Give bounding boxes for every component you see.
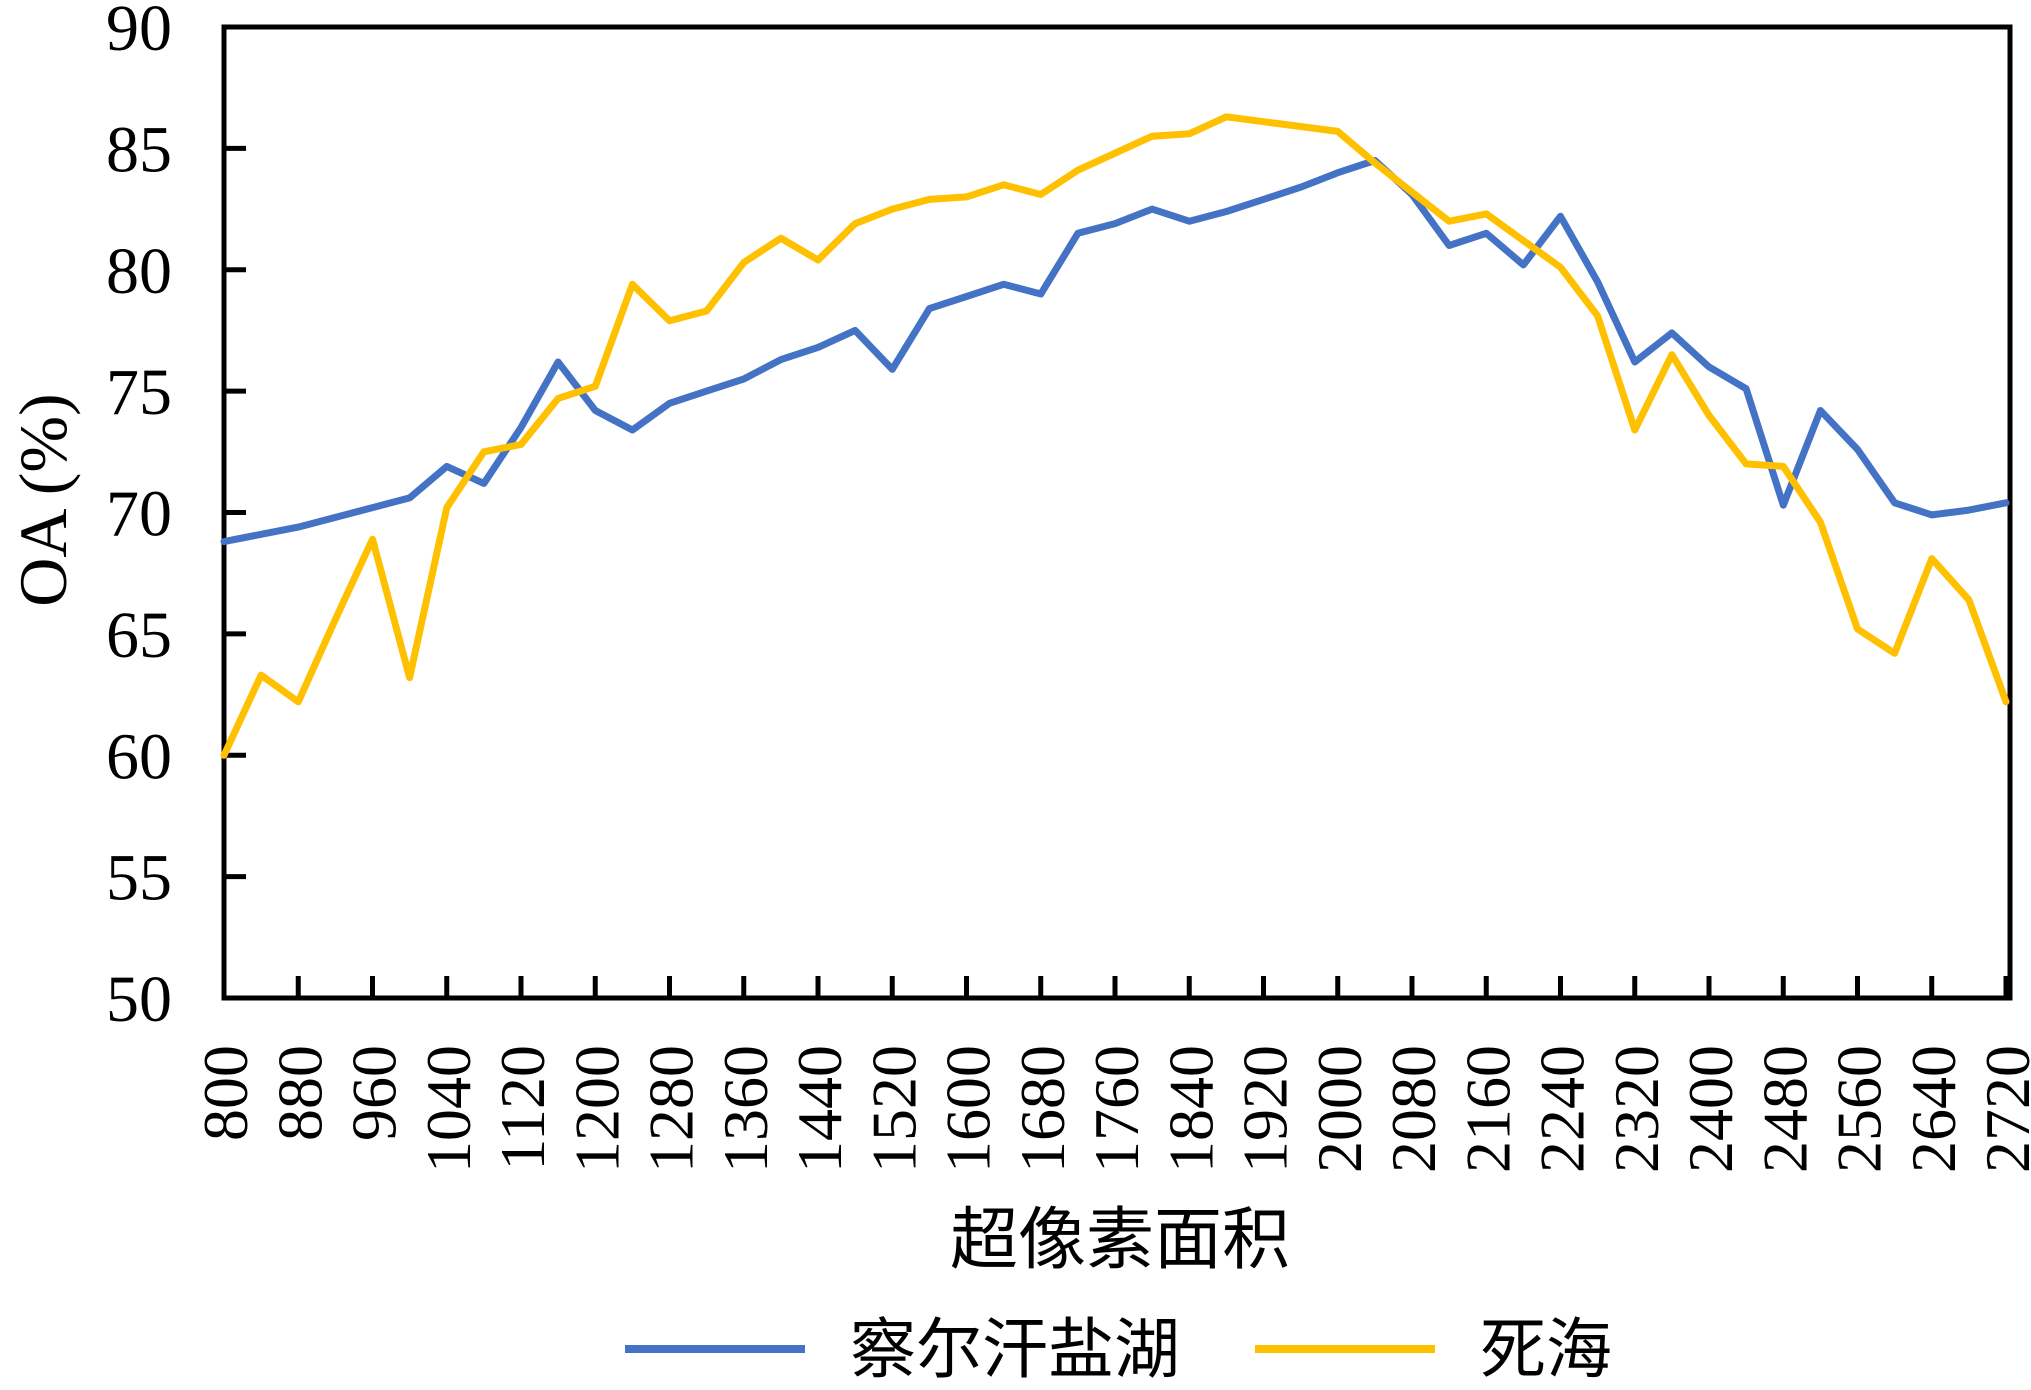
plot-border (221, 24, 2013, 1001)
legend: 察尔汗盐湖 死海 (625, 1314, 1612, 1387)
y-tick-label: 80 (106, 235, 172, 308)
y-tick-label: 85 (106, 113, 172, 186)
legend-label-qarhan: 察尔汗盐湖 (850, 1314, 1180, 1387)
x-tick-label: 2480 (1749, 1045, 1820, 1173)
x-tick-label: 1120 (487, 1045, 558, 1171)
y-tick-label: 65 (106, 599, 172, 672)
x-tick-label: 1200 (561, 1045, 632, 1173)
legend-item-dead-sea: 死海 (1255, 1314, 1612, 1387)
x-tick-label: 960 (339, 1045, 410, 1141)
x-tick-label: 1360 (710, 1045, 781, 1173)
x-tick-label: 2000 (1304, 1045, 1375, 1173)
x-axis-tick-labels: 800 880 960 1040 1120 1200 1280 1360 1440 1520 160… (190, 1045, 2031, 1173)
x-tick-label: 880 (264, 1045, 335, 1141)
x-tick-label: 1280 (636, 1045, 707, 1173)
y-tick-label: 60 (106, 720, 172, 793)
x-tick-label: 1760 (1081, 1045, 1152, 1173)
y-tick-label: 75 (106, 356, 172, 429)
x-tick-label: 2560 (1824, 1045, 1895, 1173)
y-tick-label: 70 (106, 478, 172, 551)
x-tick-label: 1600 (933, 1045, 1004, 1173)
x-tick-label: 2080 (1378, 1045, 1449, 1173)
x-tick-label: 1840 (1155, 1045, 1226, 1173)
x-tick-label: 1680 (1007, 1045, 1078, 1173)
y-axis-tick-labels: 90 85 80 75 70 65 60 55 50 (106, 0, 172, 1036)
x-axis-title: 超像素面积 (950, 1202, 1290, 1278)
x-axis-ticks (221, 976, 2009, 998)
x-tick-label: 1920 (1230, 1045, 1301, 1173)
x-tick-label: 2240 (1527, 1045, 1598, 1173)
y-tick-label: 90 (106, 0, 172, 65)
x-tick-label: 2320 (1601, 1045, 1672, 1173)
x-tick-label: 2720 (1972, 1045, 2031, 1173)
y-axis-title: OA (%) (5, 393, 81, 606)
series-qarhan-line (220, 157, 2010, 546)
y-tick-label: 55 (106, 842, 172, 915)
legend-item-qarhan: 察尔汗盐湖 (625, 1314, 1180, 1387)
series-dead-sea-line (220, 113, 2010, 759)
x-tick-label: 1440 (784, 1045, 855, 1173)
y-tick-label: 50 (106, 963, 172, 1036)
x-tick-label: 800 (190, 1045, 261, 1141)
y-axis-ticks (224, 24, 246, 1001)
x-tick-label: 1520 (858, 1045, 929, 1173)
x-tick-label: 2160 (1452, 1045, 1523, 1173)
x-tick-label: 1040 (413, 1045, 484, 1173)
series-lines (220, 113, 2010, 759)
x-tick-label: 2640 (1898, 1045, 1969, 1173)
legend-label-dead-sea: 死海 (1480, 1314, 1612, 1387)
x-tick-label: 2400 (1675, 1045, 1746, 1173)
